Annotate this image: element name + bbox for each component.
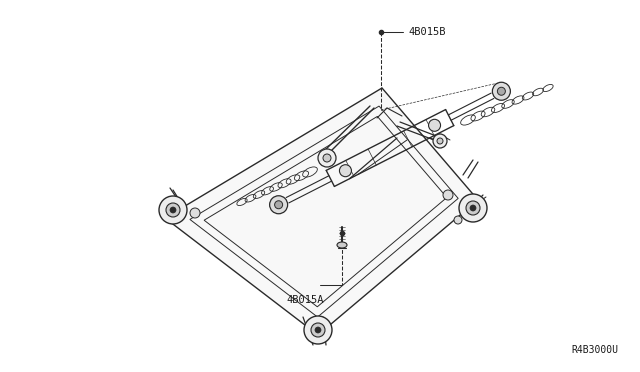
- Circle shape: [466, 201, 480, 215]
- Circle shape: [429, 119, 440, 131]
- Circle shape: [315, 327, 321, 333]
- Circle shape: [443, 190, 453, 200]
- Circle shape: [492, 82, 510, 100]
- Circle shape: [190, 208, 200, 218]
- Circle shape: [170, 207, 176, 213]
- Circle shape: [433, 134, 447, 148]
- Circle shape: [454, 216, 462, 224]
- Circle shape: [459, 194, 487, 222]
- Circle shape: [311, 323, 325, 337]
- Circle shape: [318, 149, 336, 167]
- Circle shape: [470, 205, 476, 211]
- Circle shape: [275, 201, 283, 209]
- Circle shape: [497, 87, 506, 95]
- Ellipse shape: [337, 242, 347, 248]
- Circle shape: [304, 316, 332, 344]
- Text: 4B015A: 4B015A: [286, 295, 324, 305]
- Circle shape: [269, 196, 287, 214]
- Circle shape: [166, 203, 180, 217]
- Text: R4B3000U: R4B3000U: [571, 345, 618, 355]
- Circle shape: [323, 154, 331, 162]
- Circle shape: [339, 165, 351, 177]
- Text: 4B015B: 4B015B: [408, 27, 445, 37]
- Circle shape: [437, 138, 443, 144]
- Polygon shape: [165, 88, 478, 335]
- Circle shape: [159, 196, 187, 224]
